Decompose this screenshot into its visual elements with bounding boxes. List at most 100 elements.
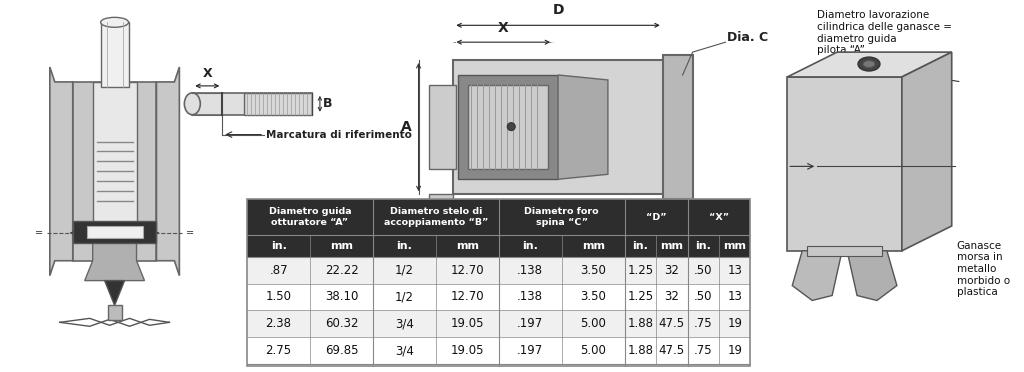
- Text: 5.00: 5.00: [581, 317, 606, 330]
- Bar: [247, 283, 751, 310]
- Text: mm: mm: [723, 241, 746, 251]
- Polygon shape: [558, 75, 608, 179]
- Text: 47.5: 47.5: [658, 344, 685, 357]
- Ellipse shape: [863, 61, 874, 68]
- Bar: [93, 82, 136, 241]
- Text: 1/2: 1/2: [395, 291, 414, 304]
- Text: 22.22: 22.22: [325, 264, 358, 277]
- Text: .75: .75: [694, 317, 713, 330]
- Text: in.: in.: [270, 241, 287, 251]
- Text: 1.25: 1.25: [628, 291, 653, 304]
- Polygon shape: [787, 52, 951, 77]
- Text: Diametro lavorazione
cilindrica delle ganasce =
diametro guida
pilota “A”: Diametro lavorazione cilindrica delle ga…: [817, 10, 952, 55]
- Text: Diametro foro
spina “C”: Diametro foro spina “C”: [524, 207, 599, 227]
- Text: 2.75: 2.75: [265, 344, 292, 357]
- Text: Marcatura di riferimento: Marcatura di riferimento: [266, 129, 412, 140]
- Text: in.: in.: [522, 241, 539, 251]
- Text: .197: .197: [517, 344, 544, 357]
- Bar: [247, 257, 751, 283]
- Text: “D”: “D”: [646, 212, 667, 222]
- Bar: [73, 221, 157, 243]
- Text: 32: 32: [665, 291, 679, 304]
- Text: mm: mm: [330, 241, 353, 251]
- Bar: [244, 93, 312, 115]
- Bar: [807, 246, 882, 256]
- Text: 60.32: 60.32: [325, 317, 358, 330]
- Text: Ganasce
morsa in
metallo
morbido o
plastica: Ganasce morsa in metallo morbido o plast…: [956, 241, 1010, 297]
- Polygon shape: [50, 67, 73, 276]
- Text: 1.50: 1.50: [265, 291, 292, 304]
- Text: X: X: [203, 67, 212, 80]
- Text: 3.50: 3.50: [581, 264, 606, 277]
- Polygon shape: [157, 67, 179, 276]
- Text: 32: 32: [665, 264, 679, 277]
- Text: 69.85: 69.85: [325, 344, 358, 357]
- Polygon shape: [793, 251, 842, 301]
- Text: 1.88: 1.88: [628, 344, 653, 357]
- Bar: [247, 199, 751, 235]
- Text: 1.88: 1.88: [628, 317, 653, 330]
- Ellipse shape: [858, 57, 880, 71]
- Text: 1/2: 1/2: [395, 264, 414, 277]
- Bar: [247, 235, 751, 257]
- Text: =: =: [35, 228, 43, 238]
- Text: 19: 19: [727, 317, 742, 330]
- Text: Dia. C: Dia. C: [727, 31, 769, 44]
- Bar: [428, 194, 454, 214]
- Polygon shape: [104, 280, 125, 305]
- Bar: [247, 337, 751, 364]
- Text: 38.10: 38.10: [325, 291, 358, 304]
- Text: 1.25: 1.25: [628, 264, 653, 277]
- Bar: [193, 93, 312, 115]
- Bar: [787, 77, 902, 251]
- Text: in.: in.: [396, 241, 413, 251]
- Text: .75: .75: [694, 344, 713, 357]
- Bar: [87, 226, 142, 238]
- Text: 19: 19: [727, 344, 742, 357]
- Bar: [108, 305, 122, 320]
- Text: 2.38: 2.38: [265, 317, 292, 330]
- Circle shape: [507, 123, 515, 131]
- Bar: [247, 199, 751, 366]
- Bar: [468, 85, 548, 169]
- Bar: [247, 310, 751, 337]
- Text: 19.05: 19.05: [451, 317, 484, 330]
- Text: .138: .138: [517, 264, 543, 277]
- Polygon shape: [847, 251, 897, 301]
- Text: A: A: [400, 120, 412, 134]
- Text: 47.5: 47.5: [658, 317, 685, 330]
- Text: 3/4: 3/4: [395, 317, 414, 330]
- Bar: [663, 55, 692, 199]
- Text: D: D: [552, 3, 564, 17]
- Text: 19.05: 19.05: [451, 344, 484, 357]
- Bar: [428, 85, 457, 169]
- Text: B: B: [323, 97, 333, 110]
- Text: “X”: “X”: [709, 212, 729, 222]
- Text: .197: .197: [517, 317, 544, 330]
- Text: =: =: [186, 228, 195, 238]
- Text: 12.70: 12.70: [451, 291, 484, 304]
- Text: mm: mm: [582, 241, 604, 251]
- Ellipse shape: [100, 17, 129, 27]
- Text: in.: in.: [695, 241, 711, 251]
- Bar: [454, 60, 668, 194]
- Polygon shape: [902, 52, 951, 251]
- Polygon shape: [85, 243, 144, 280]
- Text: .87: .87: [269, 264, 288, 277]
- Text: 5.00: 5.00: [581, 344, 606, 357]
- Bar: [459, 75, 558, 179]
- Text: in.: in.: [633, 241, 648, 251]
- Text: Diametro guida
otturatore “A”: Diametro guida otturatore “A”: [268, 207, 351, 227]
- Bar: [73, 82, 157, 261]
- Text: .50: .50: [694, 291, 713, 304]
- Ellipse shape: [184, 93, 201, 115]
- Text: mm: mm: [660, 241, 683, 251]
- Text: mm: mm: [456, 241, 479, 251]
- Bar: [100, 22, 129, 87]
- Text: .138: .138: [517, 291, 543, 304]
- Text: 13: 13: [727, 264, 742, 277]
- Text: 13: 13: [727, 291, 742, 304]
- Text: X: X: [498, 21, 509, 35]
- Text: .50: .50: [694, 264, 713, 277]
- Text: 3/4: 3/4: [395, 344, 414, 357]
